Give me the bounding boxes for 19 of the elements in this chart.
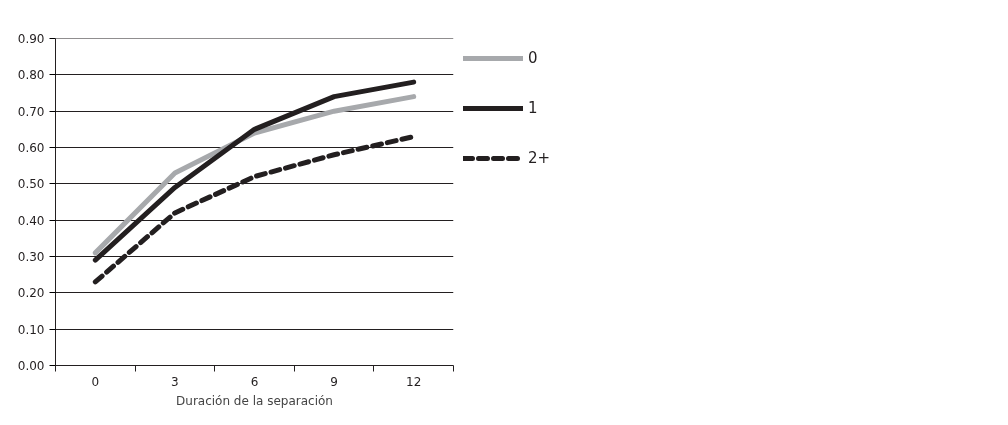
y-tick-label: 0.30 (17, 250, 45, 264)
x-tick-label: 0 (91, 374, 100, 389)
y-tick-label: 0.00 (17, 359, 45, 373)
y-tick-label: 0.40 (17, 213, 45, 228)
y-tick-label: 0.90 (17, 32, 45, 46)
y-tick-label: 0.50 (17, 177, 45, 192)
x-axis-title: Duración de la separación (176, 393, 333, 408)
x-tick-label: 3 (171, 374, 179, 389)
legend-label: 2+ (528, 149, 551, 167)
legend-label: 1 (528, 99, 539, 117)
y-tick-label: 0.60 (17, 141, 45, 155)
x-tick-label: 9 (330, 374, 338, 389)
y-tick-label: 0.70 (17, 104, 45, 119)
y-tick-label: 0.10 (17, 322, 45, 337)
y-tick-label: 0.20 (17, 286, 45, 301)
x-tick-label: 12 (406, 374, 422, 389)
legend-label: 0 (528, 49, 539, 67)
x-tick-label: 6 (250, 374, 259, 389)
y-tick-label: 0.80 (17, 68, 45, 83)
